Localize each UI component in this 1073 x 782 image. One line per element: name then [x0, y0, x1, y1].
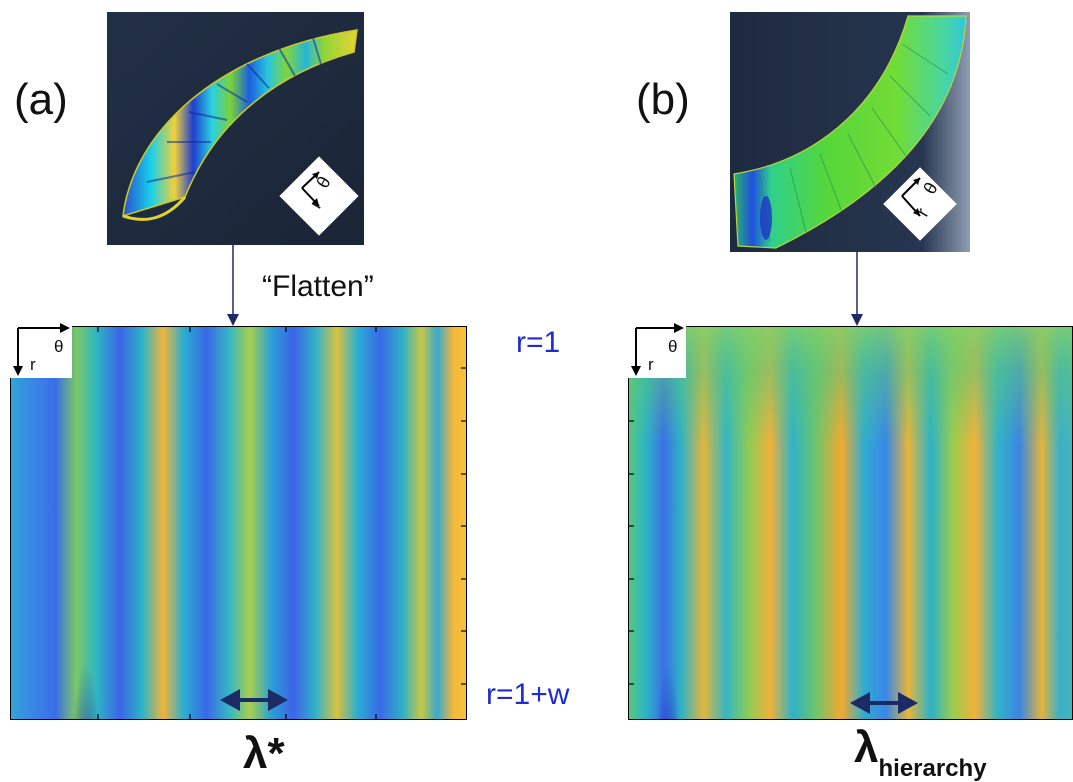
axis-r-label-b: r — [648, 355, 654, 374]
heatmap-a — [10, 326, 467, 720]
render-b-3d-image: θ r — [730, 12, 970, 252]
axis-tag-b: θ r — [628, 322, 686, 378]
panel-a-label: (a) — [14, 75, 68, 124]
r-top-label: r=1 — [516, 326, 561, 359]
heatmap-b — [628, 326, 1073, 720]
connector-arrow-b — [851, 251, 863, 326]
lambda-symbol: λ — [854, 723, 879, 772]
axis-theta-label-b: θ — [668, 337, 678, 356]
wavelength-arrow-b — [850, 692, 918, 714]
lambda-hierarchy-label: λhierarchy — [854, 723, 987, 781]
panel-b-label: (b) — [636, 75, 690, 124]
connector-arrow-a — [227, 244, 239, 326]
lambda-star-label: λ* — [243, 729, 285, 778]
flatten-label: “Flatten” — [262, 270, 374, 303]
lambda-subscript: hierarchy — [878, 755, 987, 782]
wavelength-arrow-a — [220, 689, 288, 711]
axis-r-label-a: r — [30, 355, 36, 374]
axis-tag-a: θ r — [10, 322, 72, 378]
axis-theta-label-a: θ — [54, 337, 64, 356]
render-a-3d-image: θ r — [107, 12, 364, 245]
r-bottom-label: r=1+w — [486, 678, 570, 711]
